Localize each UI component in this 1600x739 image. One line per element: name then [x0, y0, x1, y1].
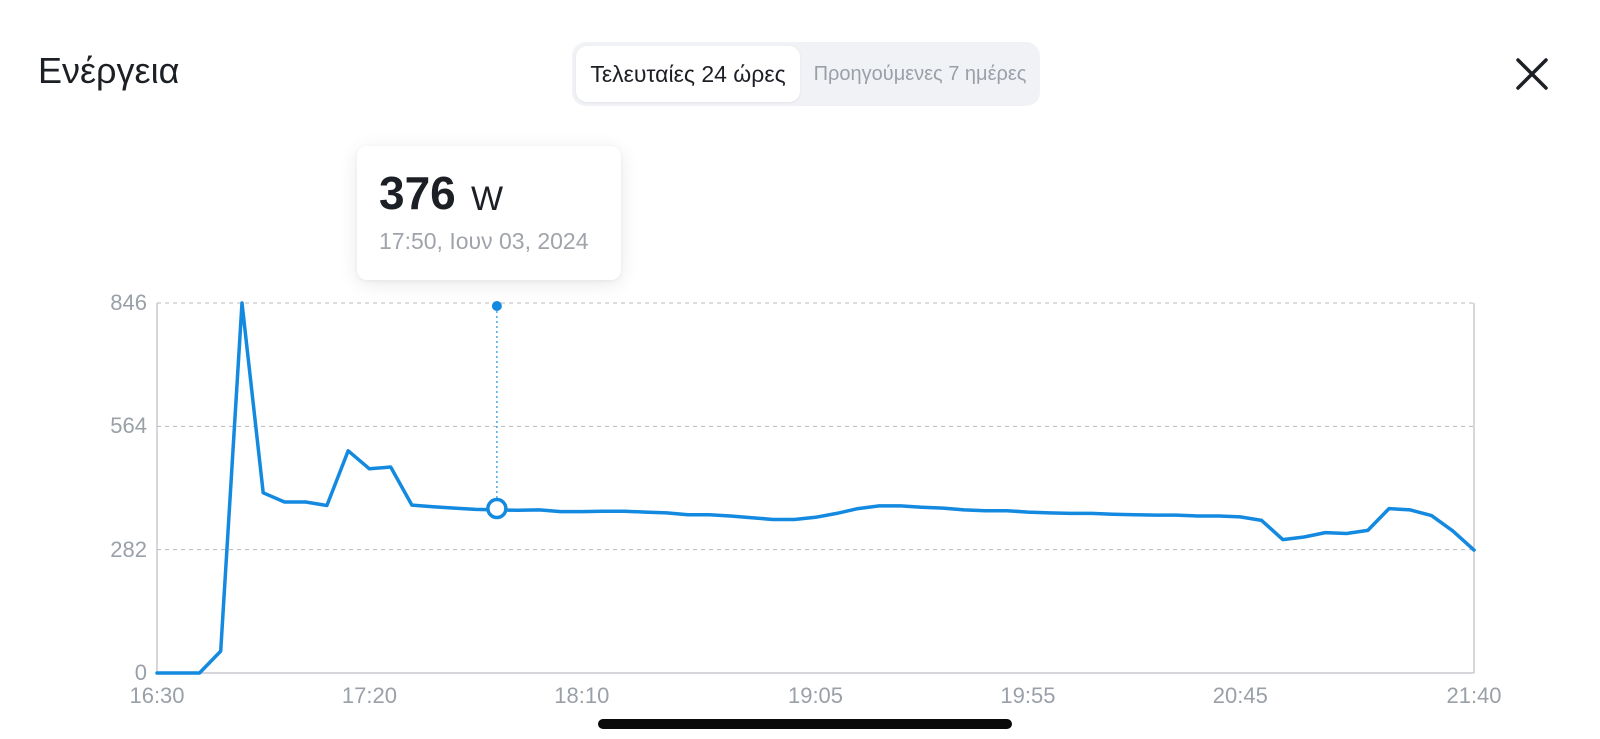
x-tick-label: 18:10 [554, 683, 610, 708]
tab-previous-7-days[interactable]: Προηγούμενες 7 ημέρες [813, 63, 1027, 85]
value-tooltip: 376 W 17:50, Ιουν 03, 2024 [357, 146, 621, 280]
tab-last-24-hours[interactable]: Τελευταίες 24 ώρες [576, 46, 800, 102]
selected-point-marker[interactable] [486, 497, 508, 520]
x-tick-label: 19:55 [1000, 683, 1056, 708]
selection-top-dot [491, 301, 502, 311]
y-tick-label: 282 [110, 536, 147, 562]
tooltip-value: 376 [379, 167, 456, 219]
x-tick-label: 19:05 [787, 683, 844, 708]
time-range-segmented-control: Τελευταίες 24 ώρες Προηγούμενες 7 ημέρες [572, 42, 1040, 106]
power-series-line [155, 301, 1476, 675]
x-tick-label: 16:30 [129, 683, 185, 708]
x-tick-label: 21:40 [1446, 683, 1502, 708]
close-button[interactable] [1514, 56, 1550, 92]
y-tick-label: 564 [110, 413, 147, 439]
close-icon [1516, 58, 1548, 90]
page-title: Ενέργεια [38, 50, 180, 91]
home-indicator [598, 719, 1012, 729]
y-tick-label: 846 [110, 290, 147, 315]
selection-marker-layer [491, 301, 502, 509]
x-tick-label: 20:45 [1212, 683, 1268, 708]
tooltip-timestamp: 17:50, Ιουν 03, 2024 [379, 228, 589, 254]
y-tick-label: 0 [134, 660, 147, 685]
x-tick-label: 17:20 [341, 683, 397, 708]
tooltip-unit: W [471, 180, 504, 218]
chart-grid [156, 302, 1475, 674]
